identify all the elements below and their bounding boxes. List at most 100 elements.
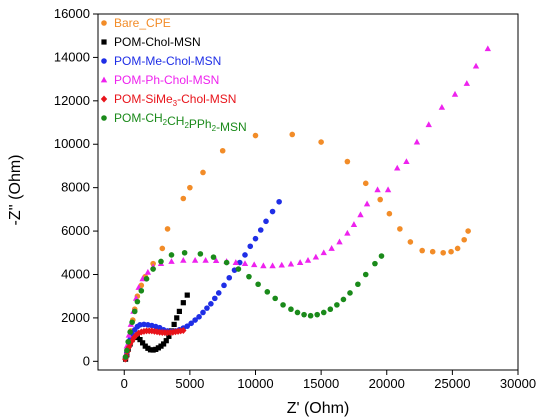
data-point [247,243,254,250]
data-point [128,337,136,345]
data-point [394,164,401,171]
data-point [200,309,206,316]
data-point [320,309,327,316]
data-point [344,229,351,236]
data-point [180,326,187,334]
x-tick-label: 0 [121,376,128,391]
data-point [130,333,138,341]
data-point [223,259,230,266]
data-point [318,139,324,145]
data-point [246,273,252,280]
data-point [159,245,166,252]
data-point [312,253,320,260]
data-point [176,308,182,314]
data-point [472,62,480,69]
data-point [158,258,164,265]
data-point [252,132,259,139]
data-point [125,338,131,345]
data-point [372,260,378,267]
data-point [163,338,169,344]
data-point [226,274,233,281]
data-point [255,281,261,288]
data-point [126,340,134,348]
data-point [137,337,143,343]
data-point [143,276,150,282]
data-point [155,345,161,351]
data-point [127,329,133,335]
data-point [142,343,148,349]
data-point [451,90,459,97]
y-tick-label: 14000 [54,49,90,64]
x-tick-label: 5000 [175,376,204,391]
x-tick-label: 30000 [500,376,536,391]
data-point [241,260,249,267]
data-point [188,320,194,327]
data-point [429,248,436,255]
legend-entry: POM-CH2CH2PPh2-MSN [114,111,247,134]
data-point [174,315,180,321]
data-point [288,306,294,313]
data-point [362,180,369,187]
data-point [344,158,351,165]
data-point [289,131,296,138]
series-5 [122,249,385,360]
legend-entry: POM-Me-Chol-MSN [114,54,221,68]
data-point [384,186,392,193]
data-point [122,354,129,360]
data-point [138,287,145,294]
data-point [307,312,314,319]
data-point [425,121,432,128]
legend-marker [101,115,107,121]
y-tick-label: 10000 [54,136,90,151]
data-point [347,290,353,296]
data-points [122,45,492,363]
data-point [208,300,214,307]
legend-marker [101,20,107,26]
data-point [221,282,227,289]
data-point [153,346,159,352]
data-point [294,309,301,316]
legend-entry: POM-SiMe3-Chol-MSN [114,92,236,108]
legend-entry: POM-Chol-MSN [114,35,201,49]
legend-marker [101,58,107,64]
y-tick-label: 12000 [54,93,90,108]
data-point [463,80,471,86]
x-tick-label: 10000 [237,376,273,391]
data-point [252,235,259,242]
legend-entry: Bare_CPE [114,16,171,30]
y-axis-title: -Z'' (Ohm) [7,155,24,226]
data-point [465,228,471,234]
data-point [397,226,403,232]
data-point [168,258,175,264]
data-point [134,334,140,341]
data-point [200,169,206,176]
data-point [124,347,130,354]
data-point [132,331,140,339]
data-point [363,200,371,207]
data-point [232,259,240,265]
data-point [280,302,286,308]
data-point [210,254,217,260]
data-point [204,305,210,311]
data-point [150,347,156,353]
data-point [419,247,425,254]
data-point [461,236,467,243]
x-tick-label: 15000 [303,376,339,391]
data-point [301,311,307,318]
data-point [374,186,381,193]
data-point [191,256,199,263]
data-point [180,256,187,263]
data-point [403,158,410,165]
data-point [125,331,133,338]
data-point [219,147,226,154]
data-point [158,343,164,349]
data-point [276,198,282,205]
x-tick-label: 20000 [369,376,405,391]
data-point [161,341,167,347]
data-point [304,256,312,263]
y-tick-label: 0 [83,353,90,368]
data-point [212,295,218,302]
data-point [296,259,304,265]
data-point [287,260,295,267]
